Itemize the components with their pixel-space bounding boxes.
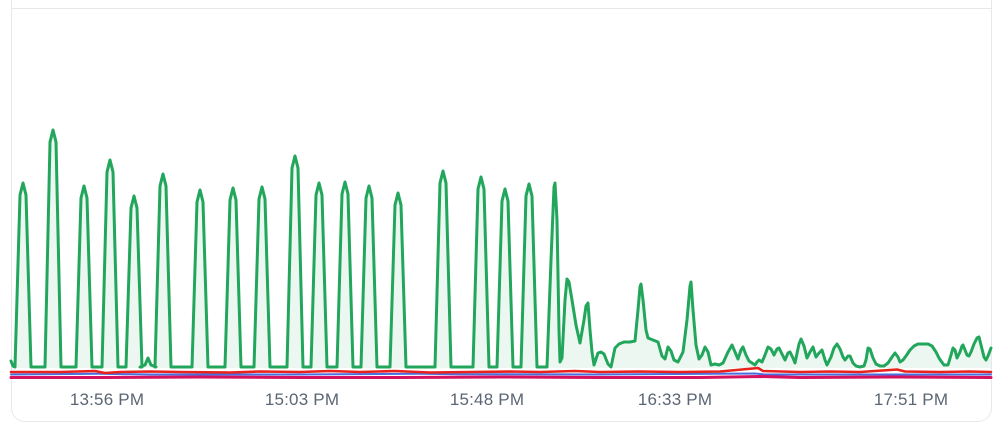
card-top-border-stub-left: [11, 0, 12, 9]
blue-series-line: [10, 372, 992, 376]
card-top-border-stub-right: [991, 0, 992, 9]
red-series-line: [9, 366, 993, 375]
magenta-series-line: [9, 375, 993, 379]
green-series-line: [9, 128, 993, 369]
